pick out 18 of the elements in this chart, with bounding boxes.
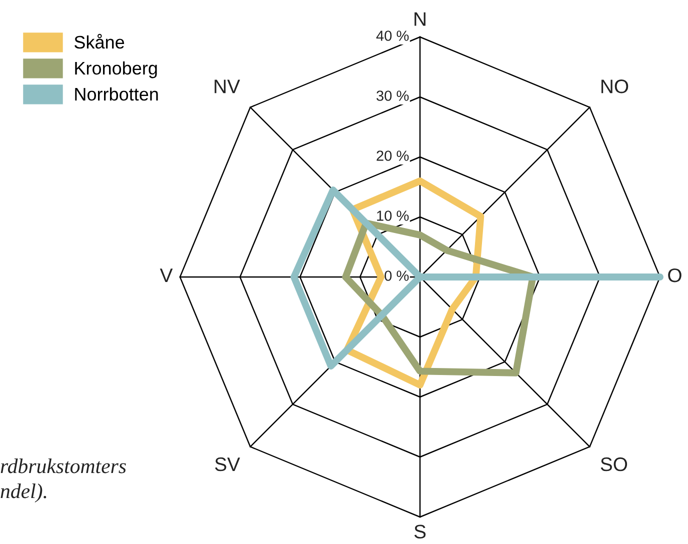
y-tick-label: 40 % xyxy=(376,30,409,41)
spoke-label: V xyxy=(160,268,173,282)
y-tick-label: 0 % xyxy=(384,270,409,281)
spoke-label: NO xyxy=(601,80,628,94)
spoke-label: N xyxy=(414,12,426,26)
spoke-label: SO xyxy=(600,457,628,472)
text: ndel). xyxy=(0,484,46,502)
legend-label: Skåne xyxy=(74,34,124,49)
y-tick-label: 30 % xyxy=(376,90,409,101)
text: rdbrukstomters xyxy=(0,458,126,474)
legend-label: Norrbotten xyxy=(75,87,158,101)
spoke-label: SV xyxy=(215,457,240,472)
spoke-label: O xyxy=(668,268,682,282)
spoke-label: S xyxy=(414,524,426,538)
legend-label: Kronoberg xyxy=(75,61,157,78)
spoke-label: NV xyxy=(214,80,240,94)
y-tick-label: 20 % xyxy=(376,150,409,161)
y-tick-label: 10 % xyxy=(377,210,409,221)
